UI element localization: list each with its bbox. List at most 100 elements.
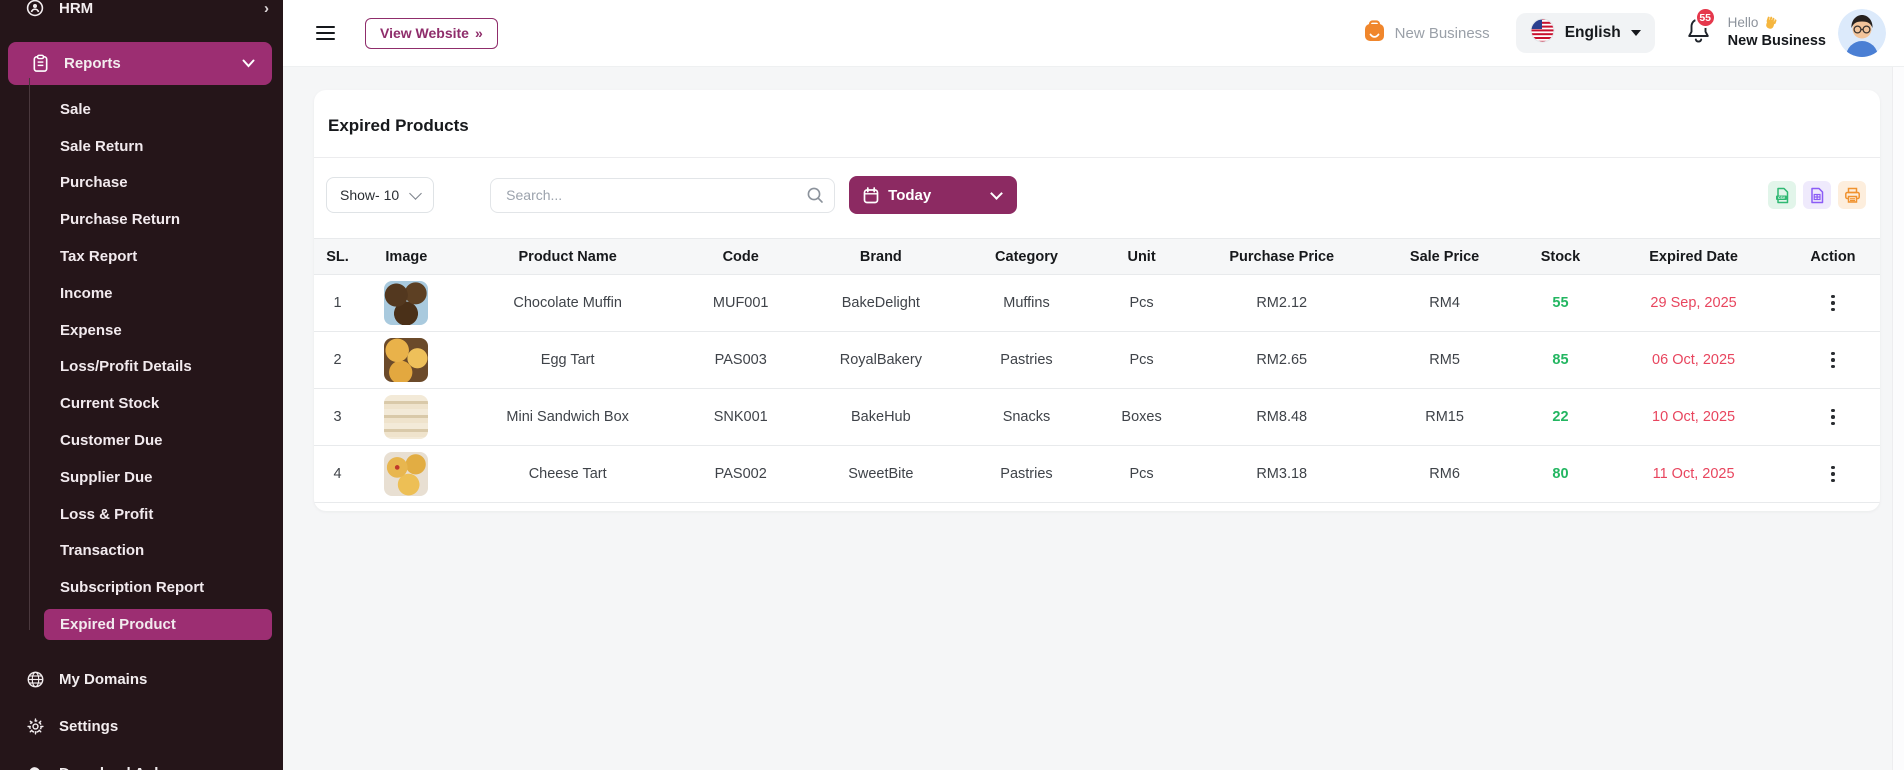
cell-purchase-price: RM3.18	[1194, 445, 1370, 503]
row-actions-menu-button[interactable]	[1824, 463, 1842, 485]
cell-unit: Boxes	[1089, 388, 1195, 446]
export-csv-button[interactable]: CSV	[1768, 181, 1796, 209]
cell-brand: BakeDelight	[797, 274, 964, 332]
main-area: View Website » New Business English	[283, 0, 1904, 770]
cell-sl: 2	[314, 331, 361, 389]
user-name: New Business	[1727, 33, 1826, 50]
cell-brand: BakeHub	[797, 388, 964, 446]
cell-stock: 22	[1519, 388, 1602, 446]
sidebar-item-download-apk[interactable]: Download Apk	[0, 750, 283, 770]
sidebar-item-sale[interactable]: Sale	[60, 100, 91, 118]
cell-category: Pastries	[963, 331, 1090, 389]
cell-unit: Pcs	[1089, 331, 1195, 389]
cell-sale-price: RM5	[1369, 331, 1520, 389]
sidebar-item-transaction[interactable]: Transaction	[60, 542, 145, 560]
row-actions-menu-button[interactable]	[1824, 406, 1842, 428]
sidebar-item-supplier-due[interactable]: Supplier Due	[60, 468, 153, 486]
caret-down-icon	[1630, 30, 1641, 36]
col-header-expired-date: Expired Date	[1601, 238, 1786, 275]
language-label: English	[1564, 24, 1621, 41]
sidebar-item-current-stock[interactable]: Current Stock	[60, 395, 160, 413]
print-button[interactable]	[1838, 181, 1866, 209]
row-actions-menu-button[interactable]	[1824, 292, 1842, 314]
cell-expired-date: 11 Oct, 2025	[1601, 445, 1786, 503]
row-actions-menu-button[interactable]	[1824, 349, 1842, 371]
table-row: 1 Chocolate Muffin MUF001 BakeDelight Mu…	[314, 274, 1880, 332]
cell-action	[1785, 388, 1880, 446]
language-selector[interactable]: English	[1515, 13, 1655, 53]
sidebar-item-purchase[interactable]: Purchase	[60, 174, 128, 192]
col-header-action: Action	[1785, 238, 1880, 275]
cell-expired-date: 10 Oct, 2025	[1601, 388, 1786, 446]
us-flag-icon	[1530, 18, 1555, 48]
reports-submenu: Sale Sale Return Purchase Purchase Retur…	[0, 91, 283, 641]
date-filter-label: Today	[888, 186, 932, 204]
sidebar-item-customer-due[interactable]: Customer Due	[60, 432, 163, 450]
cell-action	[1785, 445, 1880, 503]
sidebar-item-sale-return[interactable]: Sale Return	[60, 137, 144, 155]
cell-sale-price: RM4	[1369, 274, 1520, 332]
globe-icon	[25, 670, 45, 690]
sidebar-item-tax-report[interactable]: Tax Report	[60, 248, 138, 266]
sidebar-item-loss-and-profit[interactable]: Loss & Profit	[60, 505, 154, 523]
col-header-sl: SL.	[314, 238, 361, 275]
sidebar-item-my-domains[interactable]: My Domains	[0, 656, 283, 703]
sidebar-item-hrm[interactable]: HRM ›	[0, 0, 283, 28]
cell-image	[360, 274, 452, 332]
product-image	[384, 281, 429, 325]
sidebar-item-expired-product[interactable]: Expired Product	[44, 609, 272, 641]
cell-category: Snacks	[963, 388, 1090, 446]
svg-text:CSV: CSV	[1778, 196, 1786, 200]
cell-sl: 3	[314, 388, 361, 446]
submenu-tree-line	[29, 78, 30, 630]
cell-image	[360, 445, 452, 503]
sidebar-item-expense[interactable]: Expense	[60, 321, 122, 339]
show-entries-label: Show- 10	[340, 187, 400, 203]
cell-action	[1785, 331, 1880, 389]
page-scrollbar[interactable]	[1892, 67, 1904, 770]
calendar-icon	[863, 186, 879, 203]
cell-code: PAS002	[683, 445, 798, 503]
sidebar-item-settings[interactable]: Settings	[0, 703, 283, 750]
hrm-icon	[25, 0, 45, 18]
sidebar-item-loss-profit-details[interactable]: Loss/Profit Details	[60, 358, 192, 376]
sidebar-item-label: Reports	[64, 55, 121, 72]
cell-stock: 55	[1519, 274, 1602, 332]
cell-expired-date: 29 Sep, 2025	[1601, 274, 1786, 332]
cloud-download-icon	[25, 764, 45, 770]
search-icon	[806, 186, 824, 209]
show-entries-dropdown[interactable]: Show- 10	[326, 177, 435, 213]
sidebar-item-purchase-return[interactable]: Purchase Return	[60, 211, 181, 229]
table-row: 4 Cheese Tart PAS002 SweetBite Pastries …	[314, 445, 1880, 503]
clipboard-icon	[30, 54, 50, 74]
date-filter-dropdown[interactable]: Today	[849, 176, 1018, 214]
cell-purchase-price: RM2.12	[1194, 274, 1370, 332]
col-header-category: Category	[963, 238, 1090, 275]
sidebar-item-label: Settings	[59, 718, 119, 736]
wave-hand-icon	[1766, 16, 1777, 29]
cell-code: PAS003	[683, 331, 798, 389]
cell-image	[360, 388, 452, 446]
user-avatar[interactable]	[1838, 9, 1886, 57]
chevron-down-icon	[409, 186, 423, 200]
cell-sl: 1	[314, 274, 361, 332]
sidebar: HRM › Reports Sale Sale Return Purchase …	[0, 0, 283, 770]
search-input[interactable]	[490, 177, 836, 213]
sidebar-item-income[interactable]: Income	[60, 284, 113, 302]
shop-bag-icon	[1363, 19, 1386, 47]
cell-stock: 80	[1519, 445, 1602, 503]
notifications-button[interactable]: 55	[1685, 7, 1716, 50]
cell-purchase-price: RM8.48	[1194, 388, 1370, 446]
view-website-button[interactable]: View Website »	[365, 17, 498, 49]
sidebar-item-reports[interactable]: Reports	[8, 42, 272, 85]
table-controls: Show- 10 Today	[326, 176, 1866, 214]
cell-product-name: Cheese Tart	[451, 445, 684, 503]
cell-product-name: Egg Tart	[451, 331, 684, 389]
sidebar-item-subscription-report[interactable]: Subscription Report	[60, 579, 205, 597]
card-header: Expired Products	[314, 90, 1880, 158]
business-switcher[interactable]: New Business	[1363, 19, 1490, 47]
export-file-button[interactable]	[1803, 181, 1831, 209]
cell-product-name: Mini Sandwich Box	[451, 388, 684, 446]
hamburger-menu-icon[interactable]	[316, 25, 335, 41]
